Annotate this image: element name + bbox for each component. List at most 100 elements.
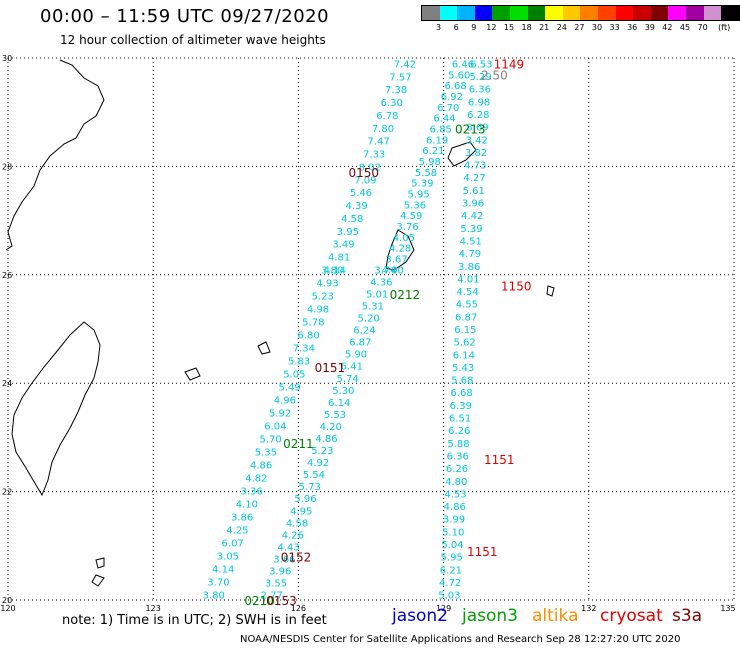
wave-height-value: 5.78 bbox=[302, 317, 324, 328]
wave-height-value: 5.29 bbox=[469, 72, 491, 83]
y-tick-label: 20 bbox=[2, 596, 12, 605]
miyako-coastline bbox=[257, 341, 271, 355]
wave-height-value: 6.36 bbox=[469, 85, 491, 96]
coastlines bbox=[5, 59, 555, 587]
wave-height-value: 6.21 bbox=[440, 565, 462, 576]
wave-height-value: 5.30 bbox=[332, 386, 354, 397]
wave-height-value: 5.92 bbox=[269, 408, 291, 419]
color-scale-cell bbox=[545, 6, 563, 20]
wave-height-value: 6.51 bbox=[449, 414, 471, 425]
wave-height-value: 6.14 bbox=[328, 398, 350, 409]
wave-height-value: 7.33 bbox=[363, 150, 385, 161]
x-tick-label: 132 bbox=[581, 604, 596, 613]
wave-height-value: 3.96 bbox=[269, 566, 291, 577]
wave-height-value: 5.68 bbox=[451, 376, 473, 387]
wave-height-value: 6.41 bbox=[341, 362, 363, 373]
wave-height-value: 4.27 bbox=[463, 173, 485, 184]
color-scale-cell bbox=[527, 6, 546, 20]
x-tick-label: 129 bbox=[436, 604, 451, 613]
y-tick-label: 26 bbox=[2, 271, 12, 280]
color-scale-label: 27 bbox=[574, 23, 585, 32]
wave-height-value: 5.23 bbox=[312, 291, 334, 302]
wave-height-value: 3.82 bbox=[465, 148, 487, 159]
wave-height-value: 3.95 bbox=[337, 227, 359, 238]
wave-height-value: 6.26 bbox=[448, 426, 470, 437]
wave-height-value: 5.54 bbox=[303, 470, 325, 481]
x-tick-label: 120 bbox=[0, 604, 15, 613]
wave-height-value: 5.74 bbox=[336, 374, 358, 385]
wave-height-value: 5.49 bbox=[278, 382, 300, 393]
color-scale-cell bbox=[474, 6, 493, 20]
wave-height-value: 5.39 bbox=[460, 224, 482, 235]
wave-height-value: 4.58 bbox=[286, 518, 308, 529]
wave-height-value: 5.04 bbox=[441, 540, 463, 551]
color-scale-cell bbox=[580, 6, 598, 20]
pass-time-label: 1151 bbox=[467, 545, 498, 559]
wave-height-value: 6.70 bbox=[437, 103, 459, 114]
wave-height-value: 4.14 bbox=[324, 265, 346, 276]
wave-height-value: 6.68 bbox=[450, 388, 472, 399]
y-tick-label: 28 bbox=[2, 162, 12, 171]
color-scale-label: 24 bbox=[556, 23, 567, 32]
yaeyama-coastline bbox=[184, 367, 201, 381]
legend-entry: s3a bbox=[672, 606, 703, 626]
pass-time-label: 1150 bbox=[501, 280, 532, 294]
color-scale-label: 36 bbox=[627, 23, 638, 32]
wave-height-value: 6.87 bbox=[349, 338, 371, 349]
wave-height-value: 6.39 bbox=[450, 401, 472, 412]
x-tick-label: 126 bbox=[291, 604, 306, 613]
okinawa-coastline bbox=[385, 229, 415, 271]
wave-height-value: 3.67 bbox=[385, 255, 407, 266]
wave-height-value: 5.05 bbox=[283, 369, 305, 380]
wave-height-value: 5.98 bbox=[419, 157, 441, 168]
wave-height-value: 5.46 bbox=[350, 188, 372, 199]
altimeter-track: 6.535.296.366.986.288.693.423.824.734.27… bbox=[438, 59, 492, 601]
wave-height-value: 4.36 bbox=[370, 277, 392, 288]
color-scale-cell bbox=[562, 6, 581, 20]
pass-time-label: 2.50 bbox=[481, 68, 508, 82]
wave-height-value: 4.92 bbox=[307, 458, 329, 469]
wave-height-value: 4.14 bbox=[212, 565, 234, 576]
color-scale-label: 3 bbox=[436, 23, 442, 32]
wave-height-value: 4.95 bbox=[290, 506, 312, 517]
wave-height-value: 4.00 bbox=[382, 265, 404, 276]
wave-height-value: 7.80 bbox=[372, 124, 394, 135]
wave-height-value: 5.95 bbox=[408, 190, 430, 201]
wave-height-value: 7.38 bbox=[385, 85, 407, 96]
color-scale-cell bbox=[457, 6, 475, 20]
color-scale-cell bbox=[597, 6, 616, 20]
wave-height-value: 4.10 bbox=[236, 500, 258, 511]
wave-height-value: 7.34 bbox=[293, 343, 315, 354]
wave-height-value: 6.28 bbox=[467, 110, 489, 121]
wave-height-value: 5.61 bbox=[463, 186, 485, 197]
altimeter-tracks: 6.535.296.366.986.288.693.423.824.734.27… bbox=[203, 57, 532, 608]
footnote: note: 1) Time is in UTC; 2) SWH is in fe… bbox=[62, 613, 327, 628]
wave-height-value: 7.09 bbox=[354, 175, 376, 186]
wave-height-value: 5.96 bbox=[294, 494, 316, 505]
wave-height-value: 6.30 bbox=[381, 98, 403, 109]
color-scale-label: 21 bbox=[539, 23, 550, 32]
color-scale-label: 33 bbox=[609, 23, 620, 32]
color-scale-label: 9 bbox=[471, 23, 477, 32]
wave-height-value: 4.79 bbox=[459, 249, 481, 260]
wave-height-value: 6.53 bbox=[470, 59, 492, 70]
daito-coastline bbox=[546, 285, 555, 297]
color-scale-cell bbox=[633, 6, 651, 20]
wave-height-value: 4.58 bbox=[341, 214, 363, 225]
wave-height-value: 5.58 bbox=[415, 168, 437, 179]
wave-height-value: 6.21 bbox=[422, 146, 444, 157]
wave-height-value: 3.66 bbox=[273, 554, 295, 565]
wave-height-value: 4.43 bbox=[277, 542, 299, 553]
islet-coastline bbox=[95, 557, 105, 569]
pass-time-label: 1149 bbox=[494, 57, 525, 71]
color-scale-cell bbox=[615, 6, 634, 20]
wave-height-value: 4.39 bbox=[345, 201, 367, 212]
x-tick-label: 123 bbox=[146, 604, 161, 613]
wave-height-value: 6.14 bbox=[453, 350, 475, 361]
wave-height-value: 5.43 bbox=[452, 363, 474, 374]
color-scale-cell bbox=[439, 6, 458, 20]
wave-height-value: 6.26 bbox=[446, 464, 468, 475]
wave-height-value: 5.20 bbox=[358, 314, 380, 325]
wave-height-value: 3.80 bbox=[321, 265, 343, 276]
wave-height-value: 4.86 bbox=[315, 434, 337, 445]
